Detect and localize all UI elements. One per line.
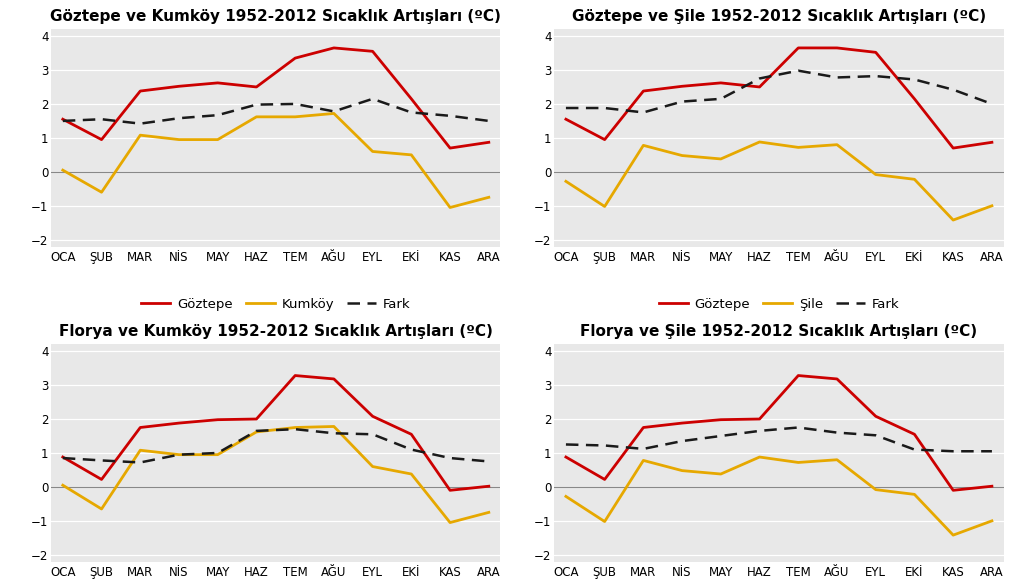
Title: Florya ve Şile 1952-2012 Sıcaklık Artışları (ºC): Florya ve Şile 1952-2012 Sıcaklık Artışl… — [581, 324, 978, 339]
Legend: Göztepe, Kumköy, Fark: Göztepe, Kumköy, Fark — [136, 292, 416, 316]
Legend: Göztepe, Şile, Fark: Göztepe, Şile, Fark — [653, 292, 904, 316]
Title: Göztepe ve Şile 1952-2012 Sıcaklık Artışları (ºC): Göztepe ve Şile 1952-2012 Sıcaklık Artış… — [571, 9, 986, 24]
Title: Florya ve Kumköy 1952-2012 Sıcaklık Artışları (ºC): Florya ve Kumköy 1952-2012 Sıcaklık Artı… — [58, 324, 493, 339]
Title: Göztepe ve Kumköy 1952-2012 Sıcaklık Artışları (ºC): Göztepe ve Kumköy 1952-2012 Sıcaklık Art… — [50, 9, 501, 24]
